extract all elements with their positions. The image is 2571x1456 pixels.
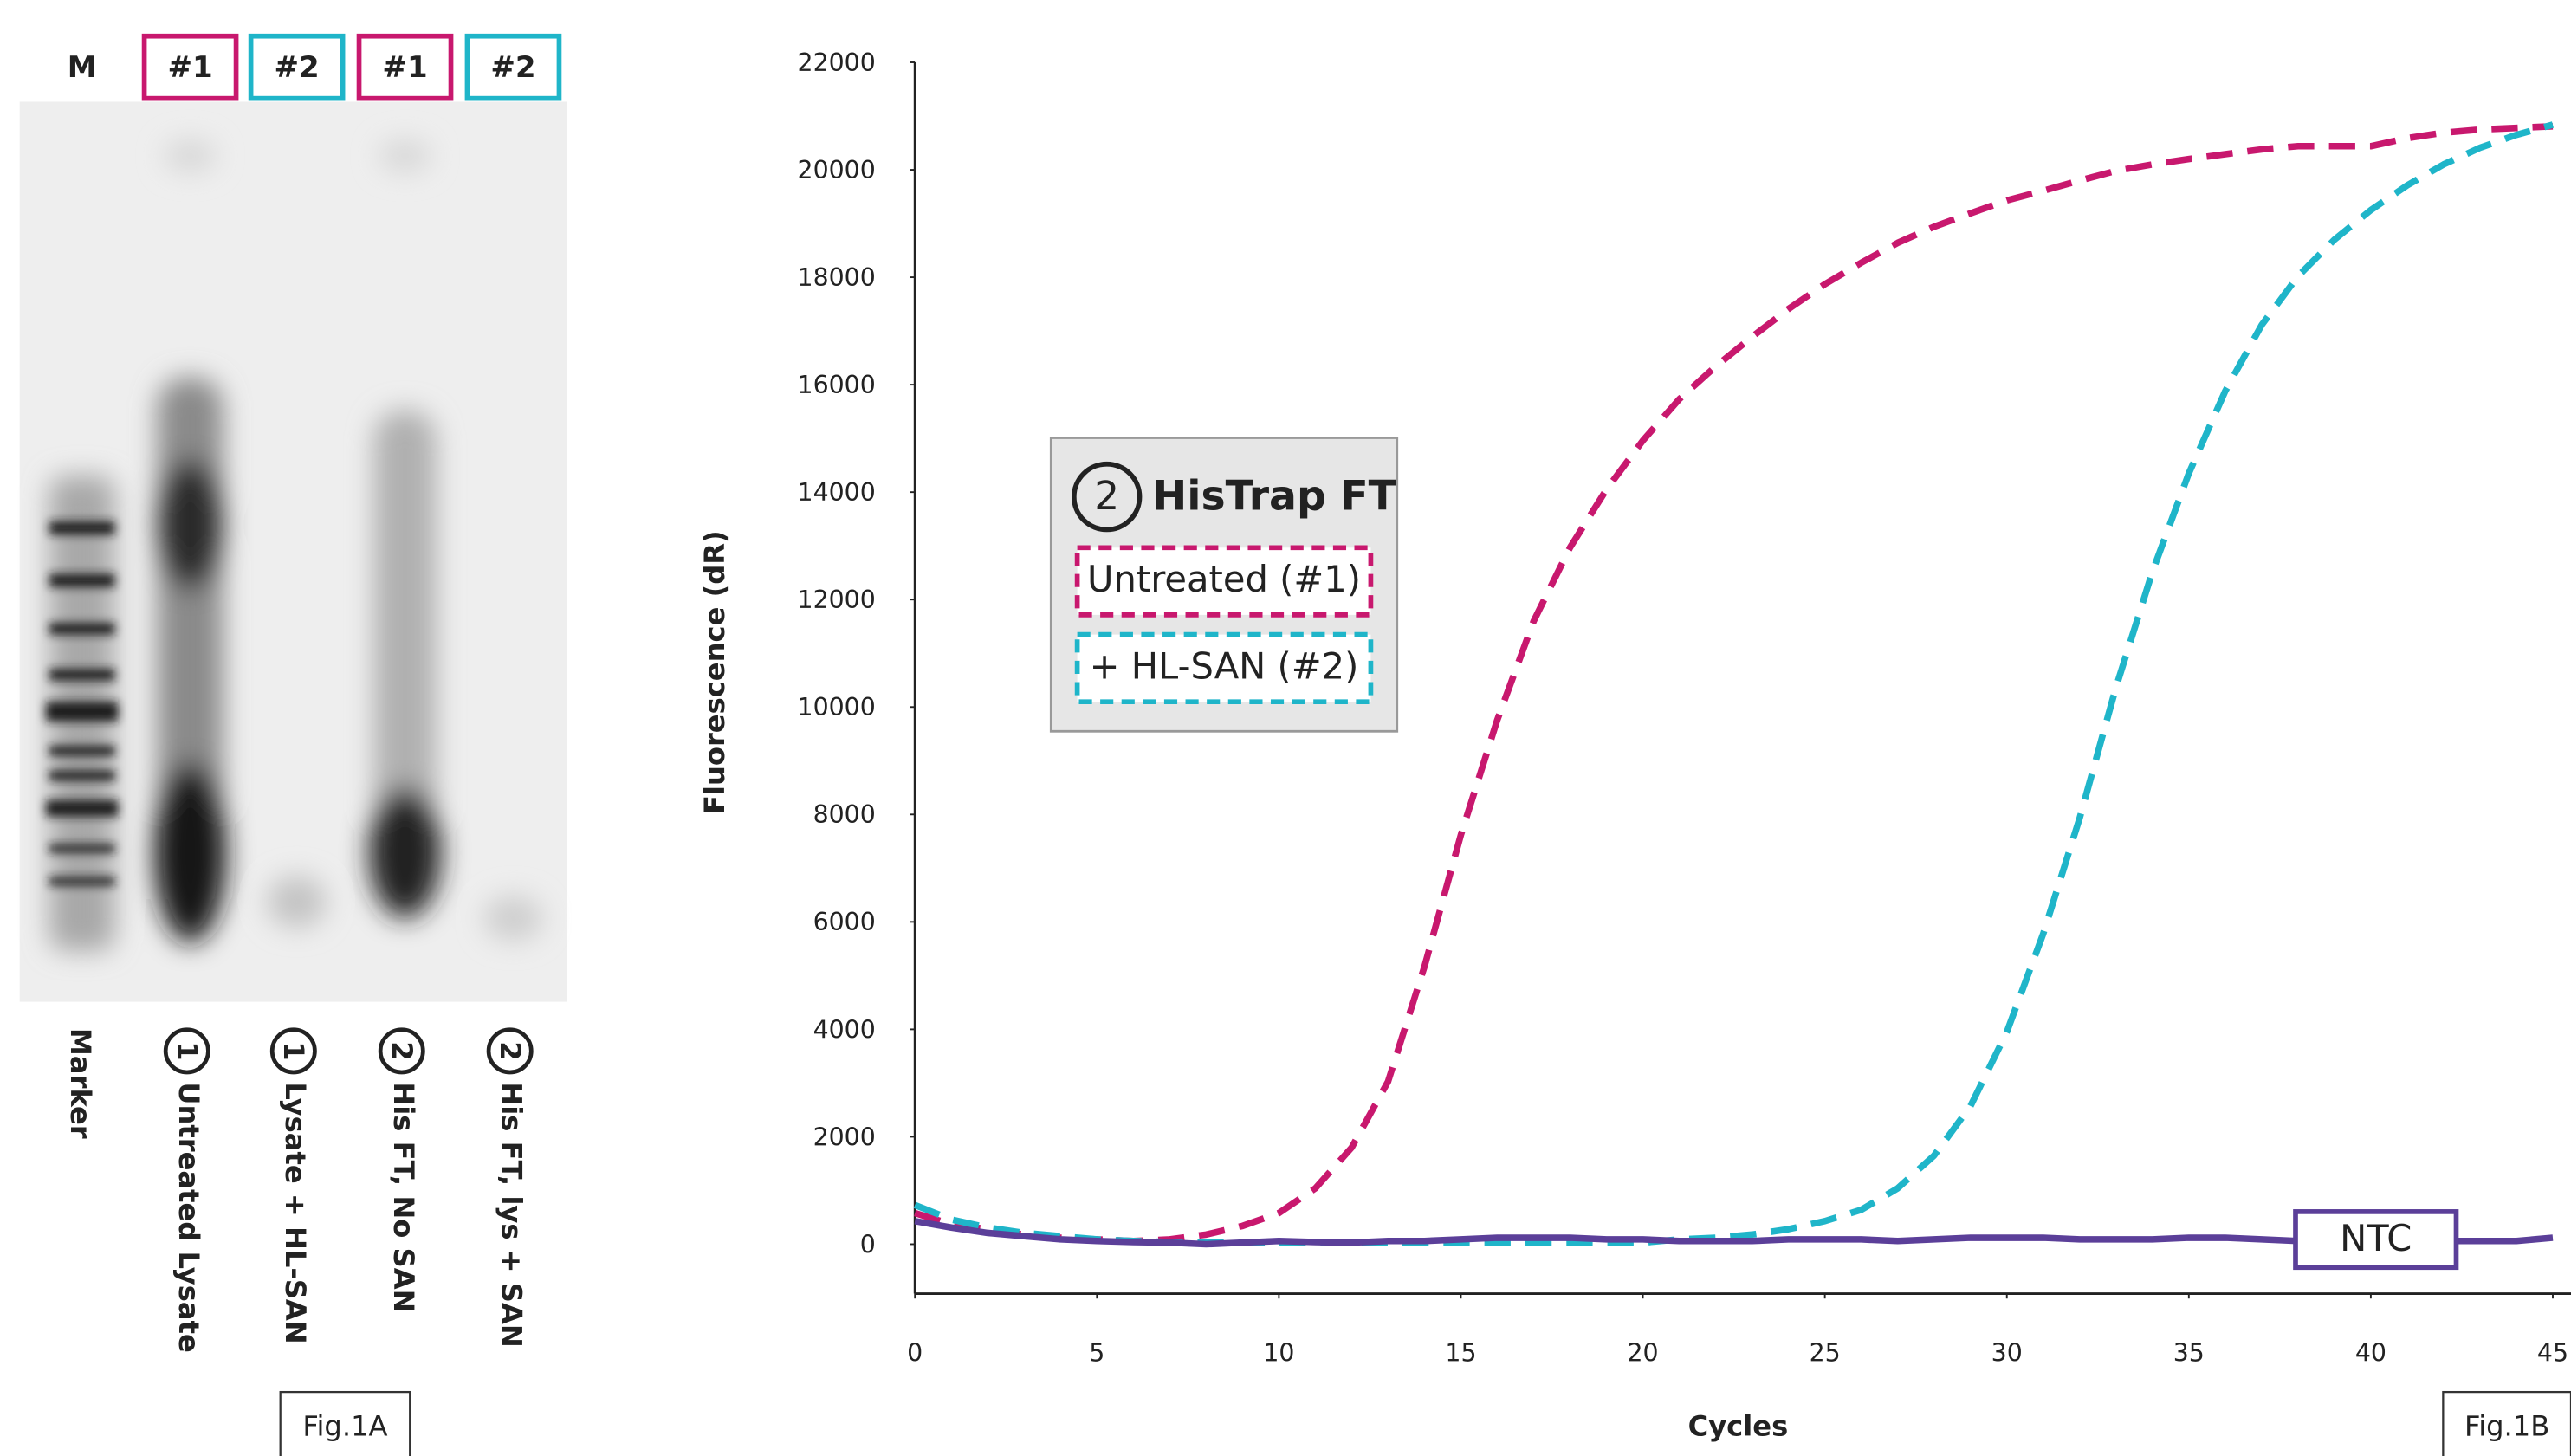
gel-image <box>20 101 567 1001</box>
x-tick-label: 5 <box>1089 1339 1104 1368</box>
lane-label-group: 1 Lysate + HL-SAN <box>272 1030 314 1344</box>
legend-entry: Untreated (#1) <box>1087 558 1361 600</box>
y-tick-label: 6000 <box>813 908 876 936</box>
y-tick-label: 22000 <box>798 49 876 77</box>
y-tick-label: 16000 <box>798 371 876 399</box>
y-tick-label: 8000 <box>813 800 876 829</box>
lane-number: 2 <box>385 1041 418 1060</box>
legend-entry: + HL-SAN (#2) <box>1090 644 1359 687</box>
lane-label-group: Marker <box>64 1028 97 1139</box>
x-tick-label: 30 <box>1991 1339 2023 1368</box>
x-tick-label: 45 <box>2537 1339 2568 1368</box>
x-tick-label: 15 <box>1445 1339 1476 1368</box>
lane-label: Lysate + HL-SAN <box>279 1082 312 1343</box>
lane-number: 2 <box>494 1041 527 1060</box>
x-tick-label: 25 <box>1810 1339 1841 1368</box>
x-tick-label: 35 <box>2173 1339 2205 1368</box>
figure-label: Fig.1A <box>302 1410 387 1443</box>
y-tick-label: 4000 <box>813 1015 876 1044</box>
lane-label-group: 2 His FT, No SAN <box>380 1030 423 1313</box>
figure: M #1 #2 #1 #2 Marker 1 Untreated Lysate 1 Lysate … <box>0 0 2571 1456</box>
lane-label: Marker <box>64 1028 97 1139</box>
lane-label-group: 1 Untreated Lysate <box>165 1030 208 1353</box>
lane-header: #1 <box>382 50 427 85</box>
y-tick-label: 18000 <box>798 263 876 292</box>
lane-label: His FT, No SAN <box>387 1082 420 1312</box>
y-tick-label: 20000 <box>798 156 876 184</box>
y-tick-label: 0 <box>860 1230 876 1259</box>
series-label: NTC <box>2340 1217 2412 1259</box>
x-tick-label: 0 <box>907 1339 923 1368</box>
x-axis-title: Cycles <box>1688 1410 1789 1443</box>
figure-label: Fig.1B <box>2464 1410 2549 1443</box>
x-tick-label: 10 <box>1263 1339 1294 1368</box>
x-tick-label: 40 <box>2355 1339 2386 1368</box>
page: {"gel": {"header_labels": ["M", "#1", "#… <box>0 0 2571 1456</box>
chart: 0 2000 4000 6000 8000 10000 12000 14000 16000 180… <box>698 49 2571 1456</box>
y-tick-label: 10000 <box>798 693 876 722</box>
y-tick-label: 2000 <box>813 1123 876 1151</box>
x-tick-label: 20 <box>1628 1339 1659 1368</box>
lane-label-group: 2 His FT, lys + SAN <box>489 1030 531 1348</box>
lane-label: His FT, lys + SAN <box>495 1082 528 1347</box>
lane-header: #2 <box>490 50 535 85</box>
y-axis-title: Fluorescence (dR) <box>698 530 731 814</box>
legend-title: HisTrap FT <box>1153 473 1397 521</box>
lane-label: Untreated Lysate <box>172 1082 205 1352</box>
lane-header: M <box>68 50 97 85</box>
y-tick-label: 12000 <box>798 586 876 614</box>
lane-header: #1 <box>167 50 212 85</box>
lane-header: #2 <box>274 50 319 85</box>
legend-number: 2 <box>1094 473 1119 519</box>
y-tick-label: 14000 <box>798 478 876 507</box>
lane-number: 1 <box>277 1041 310 1060</box>
lane-number: 1 <box>171 1041 204 1060</box>
